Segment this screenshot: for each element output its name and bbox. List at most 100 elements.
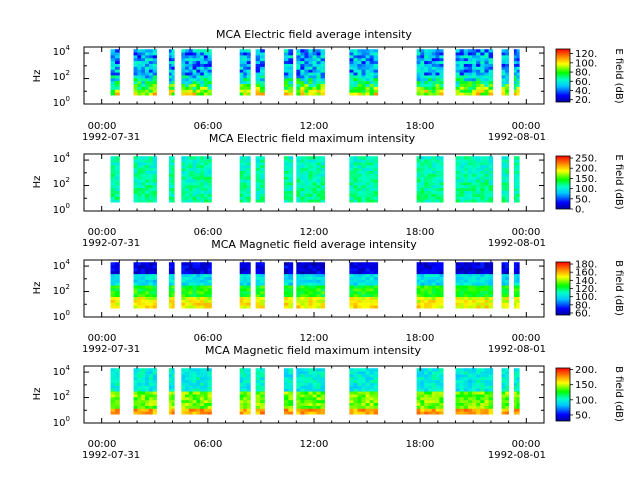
spectrogram-cell — [246, 371, 251, 375]
spectrogram-cell — [288, 411, 294, 415]
spectrogram-cell — [312, 293, 317, 298]
spectrogram-cell — [300, 373, 305, 378]
spectrogram-cell — [488, 49, 494, 53]
spectrogram-cell — [141, 379, 146, 383]
spectrogram-cell — [181, 63, 186, 67]
spectrogram-cell — [427, 57, 433, 62]
spectrogram-cell — [133, 408, 138, 412]
spectrogram-cell — [133, 279, 138, 283]
panel-b-field-average: MCA Magnetic field average intensity Hz … — [32, 238, 624, 355]
spectrogram-cell — [203, 196, 209, 200]
spectrogram-cell — [300, 288, 305, 292]
spectrogram-cell — [137, 405, 142, 409]
spectrogram-cell — [373, 184, 379, 189]
spectrogram-cell — [455, 173, 461, 177]
spectrogram-cell — [467, 279, 473, 283]
spectrogram-cell — [505, 49, 510, 53]
spectrogram-cell — [239, 92, 244, 96]
spectrogram-cell — [296, 156, 301, 160]
spectrogram-cell — [288, 92, 294, 96]
spectrogram-cell — [476, 161, 481, 166]
spectrogram-cell — [316, 89, 321, 93]
spectrogram-cell — [152, 72, 157, 76]
spectrogram-cell — [488, 388, 494, 392]
spectrogram-cell — [472, 396, 477, 401]
spectrogram-cell — [365, 89, 370, 93]
spectrogram-cell — [488, 305, 494, 309]
x-tick-label: 06:00 — [194, 121, 223, 132]
spectrogram-cell — [288, 77, 294, 82]
spectrogram-cell — [427, 92, 433, 96]
spectrogram-cell — [243, 69, 248, 73]
spectrogram-cell — [207, 193, 212, 197]
spectrogram-cell — [181, 159, 186, 163]
spectrogram-cell — [110, 391, 116, 395]
spectrogram-cell — [369, 296, 375, 300]
spectrogram-cell — [308, 54, 313, 59]
spectrogram-cell — [424, 371, 429, 375]
spectrogram-cell — [513, 57, 517, 62]
spectrogram-cell — [476, 173, 481, 177]
spectrogram-cell — [439, 80, 444, 85]
spectrogram-cell — [137, 273, 142, 277]
spectrogram-cell — [480, 379, 485, 383]
spectrogram-cell — [435, 173, 440, 177]
spectrogram-cell — [480, 86, 485, 90]
spectrogram-cell — [203, 54, 209, 59]
spectrogram-cell — [188, 80, 193, 85]
spectrogram-cell — [168, 267, 172, 272]
spectrogram-cell — [203, 270, 209, 275]
x-tick-label: 12:00 — [300, 121, 329, 132]
spectrogram-cell — [300, 49, 305, 53]
spectrogram-cell — [459, 176, 465, 180]
spectrogram-cell — [188, 391, 193, 395]
spectrogram-cell — [296, 296, 301, 300]
spectrogram-cell — [361, 69, 366, 73]
spectrogram-cell — [472, 408, 477, 412]
spectrogram-cell — [373, 305, 379, 309]
spectrogram-cell — [427, 299, 433, 303]
spectrogram-cell — [480, 270, 485, 275]
spectrogram-cell — [308, 385, 313, 389]
spectrogram-cell — [246, 187, 251, 192]
spectrogram-cell — [463, 373, 469, 378]
spectrogram-cell — [349, 69, 354, 73]
spectrogram-cell — [203, 60, 209, 64]
spectrogram-cell — [246, 296, 251, 300]
spectrogram-cell — [133, 54, 138, 59]
spectrogram-cell — [188, 388, 193, 392]
spectrogram-cell — [196, 159, 201, 163]
spectrogram-cell — [137, 176, 142, 180]
spectrogram-cell — [304, 265, 309, 269]
spectrogram-cell — [516, 52, 520, 56]
spectrogram-cell — [207, 396, 212, 401]
spectrogram-cell — [114, 159, 120, 163]
spectrogram-cell — [114, 182, 120, 186]
spectrogram-cell — [312, 405, 317, 409]
spectrogram-cell — [239, 52, 244, 56]
spectrogram-cell — [312, 52, 317, 56]
spectrogram-cell — [141, 173, 146, 177]
x-tick-label: 00:00 — [512, 333, 541, 344]
spectrogram-cell — [110, 296, 116, 300]
spectrogram-cell — [312, 411, 317, 415]
spectrogram-cell — [243, 371, 248, 375]
spectrogram-cell — [516, 265, 520, 269]
spectrogram-cell — [114, 262, 120, 266]
spectrogram-cell — [467, 265, 473, 269]
spectrogram-cell — [141, 273, 146, 277]
spectrogram-cell — [296, 179, 301, 183]
spectrogram-cell — [133, 179, 138, 183]
spectrogram-cell — [203, 391, 209, 395]
spectrogram-cell — [431, 72, 436, 76]
spectrogram-cell — [463, 296, 469, 300]
spectrogram-cell — [476, 388, 481, 392]
spectrogram-cell — [480, 72, 485, 76]
spectrogram-cell — [455, 302, 461, 306]
spectrogram-cell — [488, 170, 494, 174]
spectrogram-cell — [296, 80, 301, 85]
colorbar — [555, 48, 571, 103]
spectrogram-cell — [484, 66, 489, 70]
spectrogram-cell — [246, 270, 251, 275]
spectrogram-cell — [304, 182, 309, 186]
